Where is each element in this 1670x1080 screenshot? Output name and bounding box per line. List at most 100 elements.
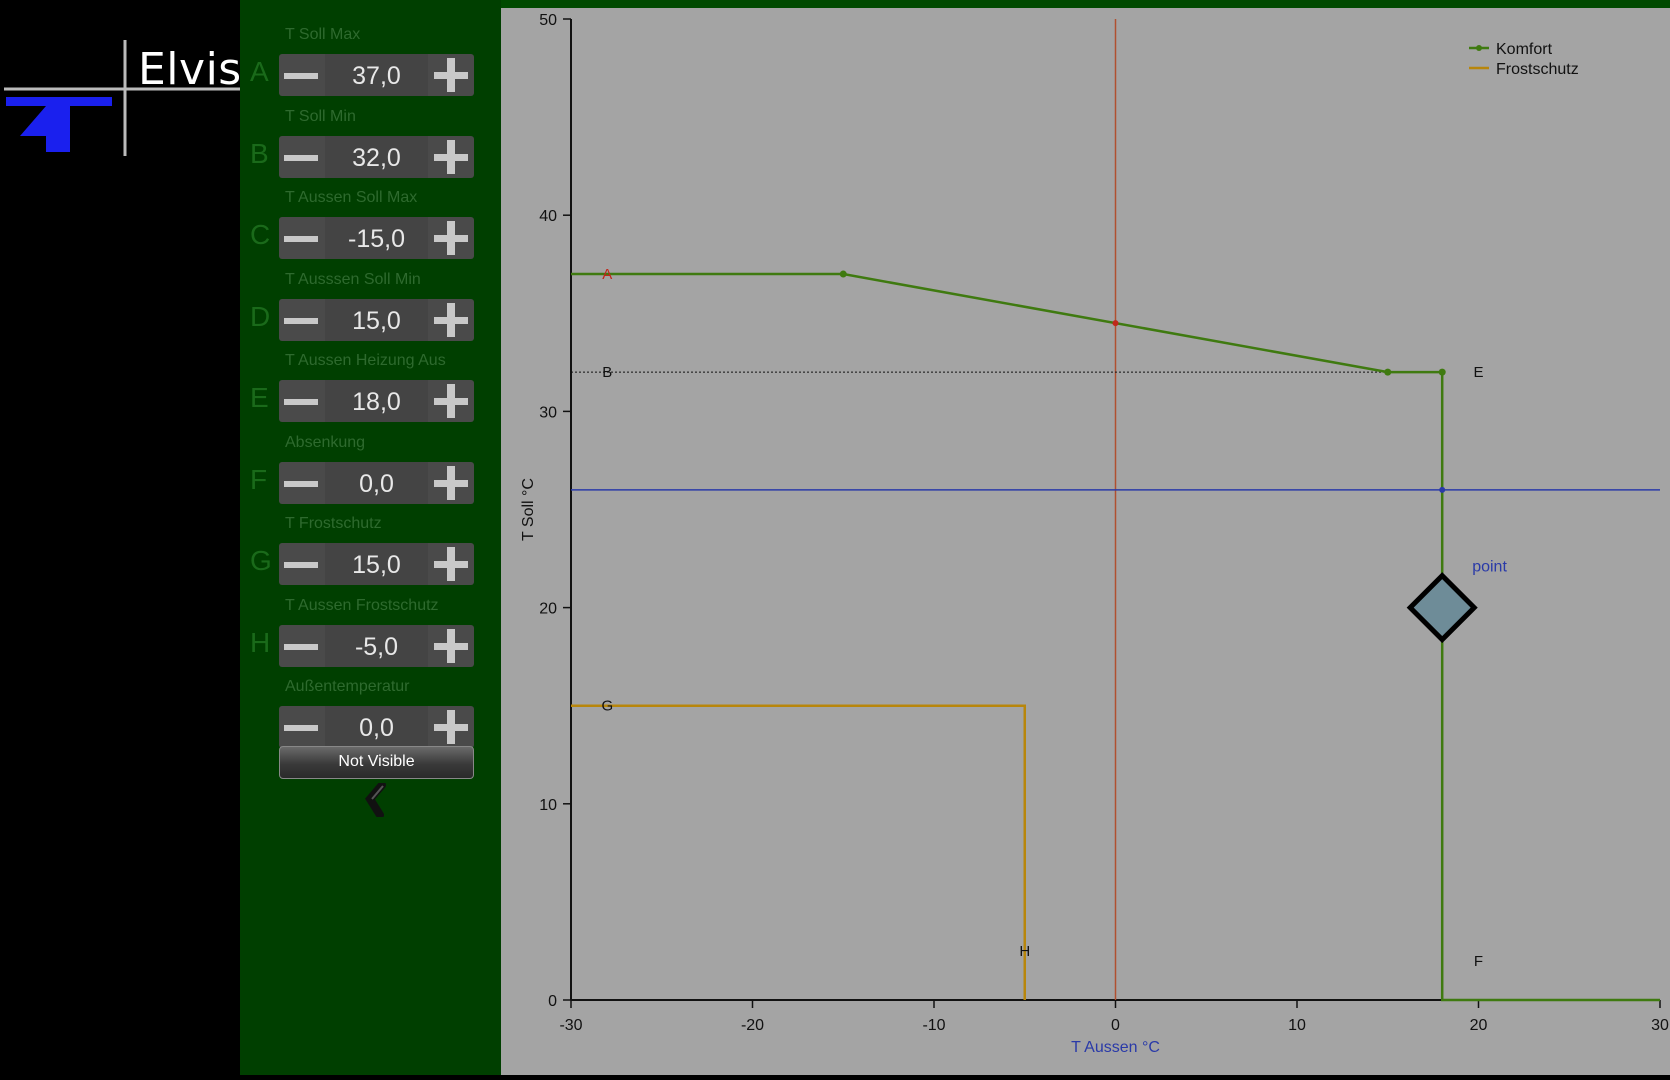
minus-icon — [284, 154, 318, 161]
series-line-komfort — [571, 272, 1660, 1002]
increment-button[interactable] — [428, 217, 474, 259]
x-tick-label: -30 — [559, 1017, 582, 1034]
parameter-letter: A — [250, 56, 269, 87]
annotation-label: E — [1473, 364, 1483, 381]
control-panel — [240, 0, 501, 1075]
parameter-letter: C — [250, 219, 271, 250]
decrement-button[interactable] — [279, 217, 325, 259]
minus-icon — [284, 562, 318, 568]
parameter-value: 18,0 — [325, 380, 428, 422]
series-point — [839, 270, 847, 278]
parameter-value: 32,0 — [325, 135, 428, 178]
parameter-label: Absenkung — [285, 433, 366, 451]
increment-button[interactable] — [428, 543, 474, 585]
parameter-row-h: T Aussen Frostschutz H -5,0 — [240, 579, 501, 667]
not-visible-button[interactable]: Not Visible — [279, 746, 474, 779]
parameter-label: T Aussen Heizung Aus — [285, 352, 446, 369]
annotation-label: G — [601, 698, 613, 715]
minus-icon — [284, 317, 318, 324]
parameter-value: 0,0 — [325, 706, 428, 748]
parameter-label: T Frostschutz — [285, 515, 382, 532]
decrement-button[interactable] — [279, 299, 325, 341]
parameter-value: 15,0 — [325, 298, 428, 341]
minus-icon — [284, 480, 318, 487]
parameter-stepper: 18,0 — [279, 380, 474, 422]
increment-button[interactable] — [428, 625, 474, 667]
parameter-label: Außentemperatur — [285, 678, 410, 695]
minus-icon — [284, 73, 318, 79]
spinner-icon — [365, 783, 386, 817]
parameter-letter: E — [250, 382, 269, 413]
parameter-stepper: 15,0 — [279, 298, 474, 341]
parameter-label: T Ausssen Soll Min — [285, 270, 421, 288]
y-tick-label: 40 — [539, 208, 557, 225]
parameter-stepper: -15,0 — [279, 217, 474, 259]
minus-icon — [284, 399, 318, 405]
point-marker — [1406, 572, 1478, 644]
x-tick-label: 0 — [1111, 1017, 1120, 1034]
parameter-row-e: T Aussen Heizung Aus E 18,0 — [240, 334, 501, 422]
chart-area: 0 10 20 30 40 50 -30 -20 -10 0 10 20 30 T Aussen °C T … — [501, 8, 1670, 1075]
x-axis-label: T Aussen °C — [1071, 1039, 1160, 1056]
increment-button[interactable] — [428, 706, 474, 748]
series-point — [1384, 368, 1392, 376]
parameter-letter: H — [250, 626, 271, 658]
parameter-stepper: 0,0 — [279, 706, 474, 748]
parameter-stepper: -5,0 — [279, 624, 474, 667]
increment-button[interactable] — [428, 299, 474, 341]
series-line-frostschutz — [571, 704, 1026, 1000]
point-marker-label: point — [1472, 559, 1507, 576]
parameter-row-aussentemperatur: Außentemperatur 0,0 — [240, 660, 501, 748]
legend-marker — [1476, 45, 1482, 51]
logo-icon — [4, 40, 240, 156]
x-tick-label: 10 — [1288, 1017, 1306, 1034]
minus-icon — [284, 725, 318, 731]
minus-icon — [284, 236, 318, 242]
parameter-label: T Soll Min — [285, 107, 356, 125]
parameter-label: T Aussen Frostschutz — [285, 596, 439, 614]
parameter-value: 0,0 — [325, 461, 428, 504]
parameter-stepper: 0,0 — [279, 461, 474, 504]
parameter-row-c: T Aussen Soll Max C -15,0 — [240, 171, 501, 259]
decrement-button[interactable] — [279, 380, 325, 422]
parameter-letter: D — [250, 300, 271, 332]
parameter-stepper: 15,0 — [279, 543, 474, 585]
intersection-point — [1439, 486, 1446, 493]
decrement-button[interactable] — [279, 706, 325, 748]
increment-button[interactable] — [428, 380, 474, 422]
x-tick-label: -10 — [922, 1017, 945, 1034]
y-tick-label: 0 — [548, 993, 557, 1010]
annotation-label: A — [602, 266, 612, 283]
increment-button[interactable] — [428, 54, 474, 96]
left-panel — [0, 0, 240, 1075]
minus-icon — [284, 643, 318, 650]
decrement-button[interactable] — [279, 462, 325, 504]
annotation-label: B — [602, 364, 612, 381]
chart: 0 10 20 30 40 50 -30 -20 -10 0 10 20 30 T Aussen °C T … — [520, 12, 1669, 1056]
decrement-button[interactable] — [279, 543, 325, 585]
x-tick-label: -20 — [741, 1017, 764, 1034]
parameter-value: 15,0 — [325, 543, 428, 585]
parameter-value: -5,0 — [325, 624, 428, 667]
y-axis-label: T Soll °C — [520, 478, 537, 541]
series-point — [1438, 368, 1446, 376]
parameter-stepper: 37,0 — [279, 54, 474, 96]
parameter-letter: B — [250, 137, 269, 169]
y-tick-label: 20 — [539, 601, 557, 618]
decrement-button[interactable] — [279, 625, 325, 667]
x-tick-label: 30 — [1651, 1017, 1669, 1034]
y-tick-label: 50 — [539, 12, 557, 29]
decrement-button[interactable] — [279, 54, 325, 96]
annotation-label: F — [1474, 953, 1483, 970]
legend-label: Komfort — [1496, 41, 1553, 58]
y-tick-label: 10 — [539, 797, 557, 814]
increment-button[interactable] — [428, 462, 474, 504]
annotation-label: H — [1019, 943, 1030, 960]
decrement-button[interactable] — [279, 136, 325, 178]
x-tick-label: 20 — [1470, 1017, 1488, 1034]
parameter-label: T Aussen Soll Max — [285, 189, 418, 206]
increment-button[interactable] — [428, 136, 474, 178]
top-strip — [501, 0, 1670, 8]
legend-label: Frostschutz — [1496, 61, 1579, 78]
parameter-row-d: T Ausssen Soll Min D 15,0 — [240, 253, 501, 341]
